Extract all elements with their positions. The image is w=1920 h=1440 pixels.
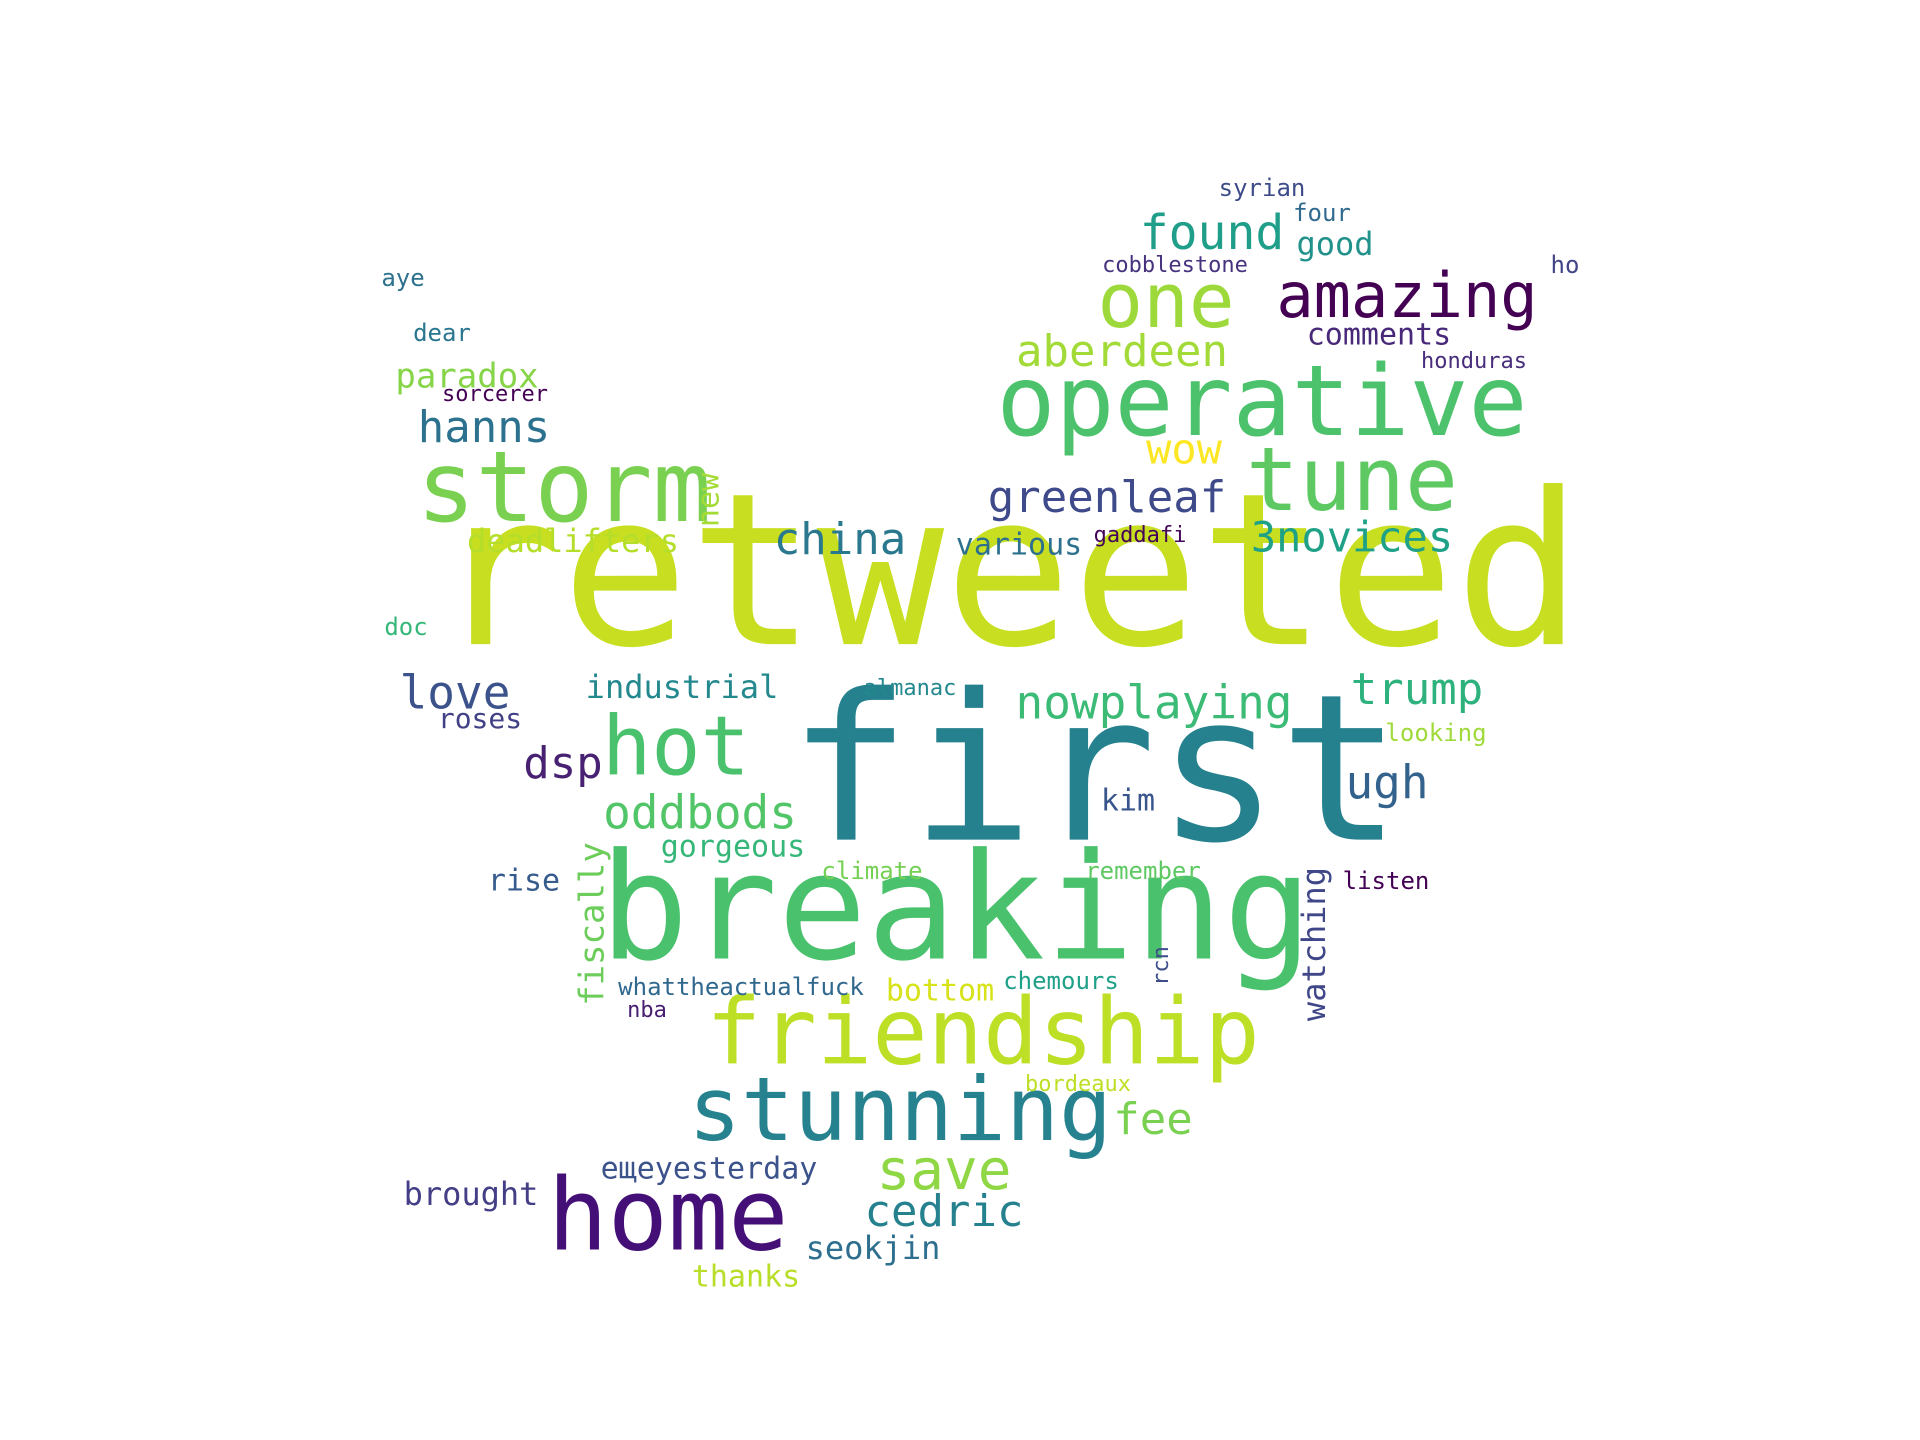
word-wow: wow bbox=[1146, 425, 1223, 474]
word-kim: kim bbox=[1101, 784, 1155, 819]
word-aye: aye bbox=[381, 264, 424, 292]
word-four: four bbox=[1293, 199, 1351, 227]
word-gorgeous: gorgeous bbox=[661, 830, 806, 865]
word-amazing: amazing bbox=[1276, 259, 1537, 332]
word-first: first bbox=[788, 652, 1402, 889]
word-one: one bbox=[1097, 256, 1234, 345]
word-listen: listen bbox=[1343, 867, 1430, 895]
word-good: good bbox=[1296, 225, 1373, 263]
word-looking: looking bbox=[1385, 719, 1486, 747]
word-deadlifters: deadlifters bbox=[467, 522, 679, 560]
word-love: love bbox=[400, 666, 511, 720]
word-rcn: rcn bbox=[1149, 946, 1174, 986]
word-cedric: cedric bbox=[865, 1186, 1024, 1237]
word-brought: brought bbox=[404, 1175, 539, 1213]
word-home: home bbox=[548, 1156, 789, 1273]
word-honduras: honduras bbox=[1421, 349, 1527, 374]
word-save: save bbox=[877, 1138, 1012, 1203]
word-whattheactualfuck: whattheactualfuck bbox=[618, 973, 864, 1001]
word-fiscally: fiscally bbox=[573, 842, 613, 1006]
word-chemours: chemours bbox=[1003, 967, 1119, 995]
word-dear: dear bbox=[413, 319, 471, 347]
word-almanac: almanac bbox=[864, 676, 957, 701]
word-storm: storm bbox=[416, 431, 711, 545]
word-syrian: syrian bbox=[1219, 174, 1306, 202]
word-3novices: 3novices bbox=[1251, 513, 1453, 562]
word-doc: doc bbox=[384, 613, 427, 641]
word-dsp: dsp bbox=[523, 738, 602, 789]
word-breaking: breaking bbox=[600, 822, 1313, 994]
word-bordeaux: bordeaux bbox=[1025, 1072, 1131, 1097]
word-friendship: friendship bbox=[706, 978, 1260, 1085]
word-industrial: industrial bbox=[586, 668, 779, 706]
word-bottom: bottom bbox=[886, 974, 994, 1009]
word-paradox: paradox bbox=[395, 357, 538, 397]
word-retweeted: retweeted bbox=[434, 447, 1583, 694]
word-nowplaying: nowplaying bbox=[1016, 676, 1293, 730]
word-ugh: ugh bbox=[1345, 756, 1428, 810]
word-found: found bbox=[1140, 205, 1285, 261]
word-fee: fee bbox=[1113, 1094, 1192, 1145]
word-new: new bbox=[692, 472, 727, 527]
word-comments: comments bbox=[1307, 318, 1452, 353]
word-climate: climate bbox=[821, 857, 922, 885]
word-operative: operative bbox=[996, 345, 1527, 459]
word-china: china bbox=[774, 514, 906, 565]
word-trump: trump bbox=[1351, 664, 1483, 715]
word-ho: ho bbox=[1551, 251, 1580, 279]
word-hanns: hanns bbox=[418, 402, 550, 453]
word-hot: hot bbox=[602, 699, 750, 794]
word-various: various bbox=[956, 528, 1082, 563]
word-sorcerer: sorcerer bbox=[442, 382, 548, 407]
word-tune: tune bbox=[1246, 428, 1458, 531]
word-stunning: stunning bbox=[688, 1058, 1112, 1161]
word-watching: watching bbox=[1295, 867, 1333, 1021]
word-seokjin: seokjin bbox=[806, 1229, 941, 1267]
word-nba: nba bbox=[627, 998, 667, 1023]
word-cobblestone: cobblestone bbox=[1102, 253, 1248, 278]
word-gaddafi: gaddafi bbox=[1094, 523, 1187, 548]
word-greenleaf: greenleaf bbox=[988, 472, 1226, 523]
word-oddbods: oddbods bbox=[603, 786, 797, 840]
word-thanks: thanks bbox=[692, 1260, 800, 1295]
word-roses: roses bbox=[438, 702, 522, 735]
word-remember: remember bbox=[1085, 857, 1201, 885]
word-rise: rise bbox=[488, 864, 560, 899]
word-ещеyesterday: ещеyesterday bbox=[601, 1152, 818, 1187]
word-aberdeen: aberdeen bbox=[1016, 326, 1228, 377]
